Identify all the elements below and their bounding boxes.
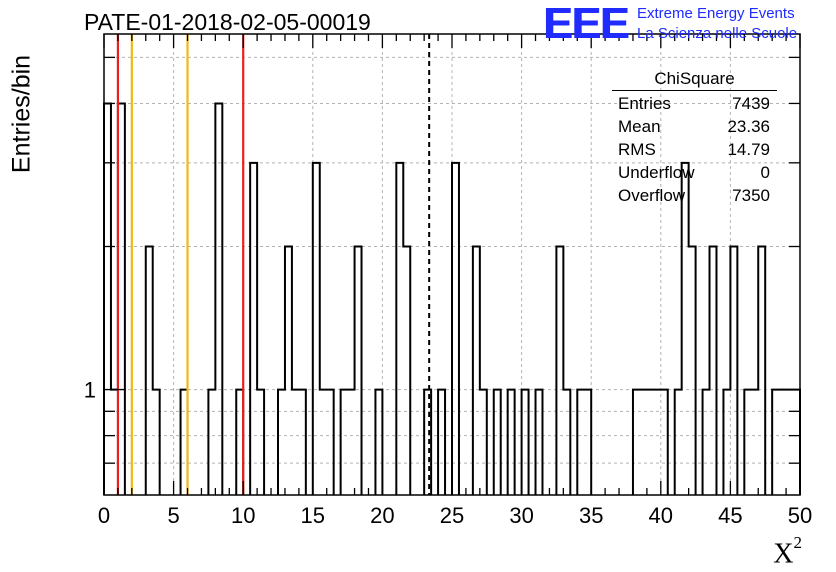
x-axis-label-superscript: 2 [793, 533, 803, 552]
histogram-step [555, 245, 572, 495]
histogram-step [771, 388, 801, 495]
histogram-step [144, 245, 161, 495]
axis-ticks [103, 34, 801, 495]
stats-value: 0 [760, 163, 770, 182]
logo-line-1: Extreme Energy Events [637, 5, 795, 22]
stats-label: Entries [618, 94, 671, 113]
histogram-step [673, 161, 697, 495]
stats-title: ChiSquare [612, 68, 777, 91]
histogram-step [423, 388, 433, 495]
stats-box: ChiSquare Entries 7439 Mean 23.36 RMS 14… [612, 68, 777, 207]
histogram-step [631, 388, 669, 495]
histogram-step [451, 161, 460, 495]
reference-lines [116, 34, 431, 495]
histogram-step [471, 245, 488, 495]
stats-row-overflow: Overflow 7350 [612, 184, 777, 207]
histogram-step [506, 388, 516, 495]
histogram-step [437, 388, 447, 495]
stats-row-rms: RMS 14.79 [612, 138, 777, 161]
x-tick-label: 10 [231, 503, 255, 528]
stats-value: 7350 [732, 186, 770, 205]
stats-label: RMS [618, 140, 656, 159]
tick-labels: 0 5 10 15 20 25 30 35 40 45 50 1 [84, 378, 812, 528]
stats-row-entries: Entries 7439 [612, 92, 777, 115]
histogram-step [743, 245, 767, 495]
stats-value: 23.36 [727, 117, 770, 136]
x-tick-label: 30 [509, 503, 533, 528]
x-axis-label-text: X [773, 538, 794, 570]
histogram-step [374, 388, 384, 495]
histogram-step [207, 102, 224, 495]
y-axis-label-text: Entries/bin [7, 54, 36, 174]
x-tick-label: 5 [167, 503, 179, 528]
histogram-step [520, 388, 530, 495]
histogram-step [249, 161, 266, 495]
chart-title: PATE-01-2018-02-05-00019 [84, 9, 371, 35]
logo-line-2: La Scienza nelle Scuole [637, 25, 798, 42]
x-tick-label: 45 [718, 503, 742, 528]
logo-letters: EEE [543, 0, 629, 48]
histogram-step [492, 388, 502, 495]
histogram-step [534, 388, 544, 495]
x-tick-label: 0 [98, 503, 110, 528]
histogram-step [722, 245, 739, 495]
y-tick-label: 1 [84, 378, 96, 403]
x-tick-label: 35 [579, 503, 603, 528]
histogram-step [339, 245, 363, 495]
histogram-step [701, 245, 718, 495]
y-axis-label: Entries/bin [6, 44, 38, 184]
histogram-step [576, 388, 593, 495]
x-tick-label: 40 [649, 503, 673, 528]
x-axis-label: X2 [773, 533, 802, 570]
stats-label: Underflow [618, 163, 695, 182]
x-tick-label: 20 [370, 503, 394, 528]
stats-value: 14.79 [727, 140, 770, 159]
histogram-step [311, 161, 335, 495]
x-tick-label: 50 [788, 503, 812, 528]
stats-label: Mean [618, 117, 661, 136]
stats-row-mean: Mean 23.36 [612, 115, 777, 138]
stats-value: 7439 [732, 94, 770, 113]
stats-row-underflow: Underflow 0 [612, 161, 777, 184]
x-tick-label: 25 [440, 503, 464, 528]
stats-label: Overflow [618, 186, 686, 205]
histogram-step [277, 245, 307, 495]
histogram-step [395, 161, 412, 495]
x-tick-label: 15 [301, 503, 325, 528]
